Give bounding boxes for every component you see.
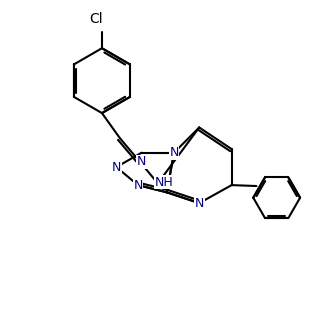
Text: N: N [169,146,179,159]
Text: N: N [112,161,121,174]
Text: N: N [195,197,204,210]
Text: Cl: Cl [90,11,103,26]
Text: N: N [133,179,143,192]
Text: NH: NH [155,176,174,189]
Text: N: N [137,155,146,168]
